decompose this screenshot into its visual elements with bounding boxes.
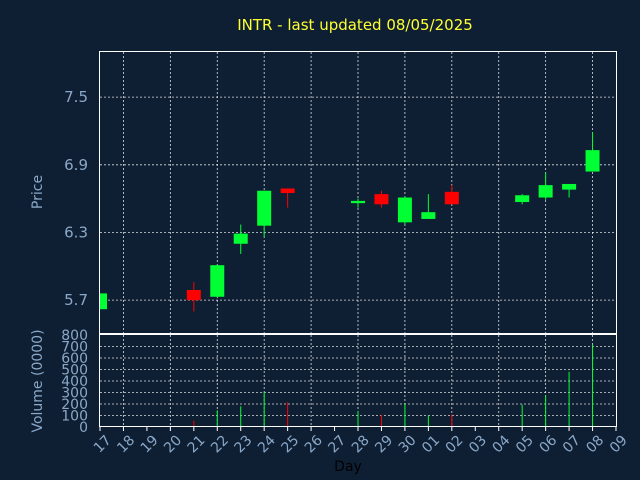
candle-body [585,150,600,172]
volume-axis-label: Volume (0000) [30,329,46,432]
candle-body [100,293,107,310]
x-tick-label: 03 [466,432,490,456]
price-tick-label: 6.9 [64,156,88,174]
candle-body [210,265,225,297]
candle-body [421,212,436,219]
x-tick-label: 28 [349,432,373,456]
volume-tick-label: 300 [61,386,88,402]
candle-body [374,194,389,205]
price-tick-label: 6.3 [64,223,88,241]
x-tick-label: 27 [325,432,349,456]
candle-body [538,185,553,198]
price-frame [99,51,617,334]
candle-body [233,233,248,244]
candle-body [280,188,295,193]
volume-tick-label: 700 [61,340,88,356]
candle-body [562,183,577,190]
x-tick-label: 25 [278,432,302,456]
price-tick-label: 7.5 [64,88,88,106]
x-axis-label: Day [334,459,362,475]
volume-tick-label: 800 [61,328,88,344]
x-tick-label: 01 [419,432,443,456]
x-tick-label: 02 [443,432,467,456]
candle-body [351,200,365,204]
price-grid [100,52,616,334]
chart-title: INTR - last updated 08/05/2025 [237,16,473,34]
volume-tick-label: 600 [61,351,88,367]
candle-body [186,290,201,301]
x-tick-label: 21 [185,432,209,456]
candle-body [444,191,459,205]
price-panel: 5.7 6.3 6.9 7.5 Price [30,51,617,334]
volume-tick-label: 400 [61,374,88,390]
x-tick-label: 07 [560,432,584,456]
x-tick-label: 09 [607,432,631,456]
price-axis-label: Price [30,175,46,209]
x-tick-label: 24 [255,432,279,456]
price-y-ticks: 5.7 6.3 6.9 7.5 [64,88,88,309]
price-candles [99,132,600,312]
x-tick-label: 18 [114,432,138,456]
x-tick-label: 20 [161,432,185,456]
x-tick-label: 23 [232,432,256,456]
volume-tick-label: 100 [61,409,88,425]
x-tick-label: 29 [372,432,396,456]
volume-tick-label: 500 [61,363,88,379]
x-tick-label: 19 [138,432,162,456]
x-axis-ticks: 17 18 19 20 21 22 23 24 25 26 27 28 29 30 01 02 03 04 05 06… [91,427,631,456]
x-tick-label: 08 [583,432,607,456]
x-tick-label: 05 [513,432,537,456]
volume-frame [99,334,617,427]
price-tick-label: 5.7 [64,291,88,309]
volume-tick-label: 0 [79,420,88,436]
x-tick-label: 22 [208,432,232,456]
x-tick-label: 26 [302,432,326,456]
x-tick-label: 17 [91,432,115,456]
x-tick-label: 06 [536,432,560,456]
candle-body [397,197,412,223]
volume-bars [193,344,594,427]
x-tick-label: 30 [396,432,420,456]
x-tick-label: 04 [490,432,514,456]
volume-tick-label: 200 [61,397,88,413]
candle-body [257,190,272,226]
candle-body [515,195,530,203]
